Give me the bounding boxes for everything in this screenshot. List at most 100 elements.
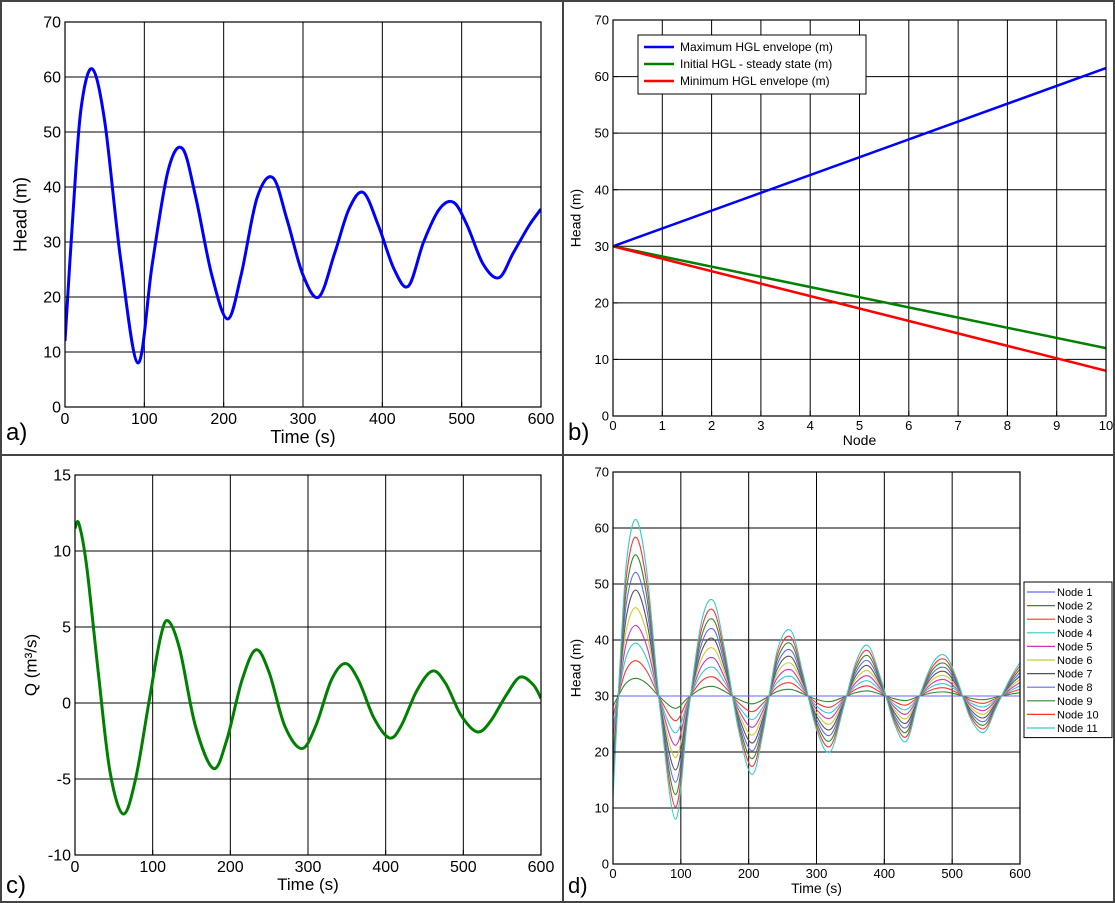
- legend-entry: Node 6: [1057, 655, 1092, 667]
- legend-entry: Node 11: [1057, 723, 1098, 735]
- y-axis-label: Head (m): [567, 189, 583, 247]
- y-tick-label: 70: [595, 465, 609, 480]
- x-tick-label: 200: [217, 859, 244, 876]
- x-tick-label: 500: [448, 411, 475, 428]
- series-group: [613, 66, 1106, 372]
- y-tick-label: 30: [595, 689, 609, 704]
- x-tick-label: 3: [757, 418, 764, 433]
- y-tick-label: 30: [43, 235, 61, 252]
- x-tick-label: 1: [659, 418, 666, 433]
- x-tick-label: 10: [1099, 418, 1113, 433]
- x-tick-label: 400: [369, 411, 396, 428]
- x-tick-label: 2: [708, 418, 715, 433]
- y-tick-label: 60: [43, 70, 61, 87]
- legend-entry: Node 1: [1057, 587, 1092, 599]
- y-axis-label: Head (m): [567, 639, 583, 697]
- legend-entry: Node 5: [1057, 641, 1092, 653]
- x-tick-label: 100: [670, 866, 692, 881]
- panel-a-head-vs-time: 0 100 200 300 400 500 600 0 10 20 30 40 50 60 70 Time (…: [6, 15, 554, 447]
- legend-entry: Maximum HGL envelope (m): [680, 40, 833, 54]
- x-tick-label: 200: [738, 866, 760, 881]
- panel-letter: d): [568, 873, 588, 898]
- x-tick-label: 8: [1004, 418, 1011, 433]
- series-line-1: [75, 520, 541, 816]
- tick-labels: 0 100 200 300 400 500 600 0 10 20 30 40 50 60 70: [43, 15, 554, 428]
- series-line-1: [613, 66, 1106, 248]
- legend-entry: Node 3: [1057, 614, 1092, 626]
- x-tick-label: 7: [954, 418, 961, 433]
- y-tick-label: 40: [595, 633, 609, 648]
- legend-entry: Node 4: [1057, 628, 1092, 640]
- series-line-1: [65, 67, 541, 365]
- x-tick-label: 300: [290, 411, 317, 428]
- y-tick-label: 10: [53, 544, 71, 561]
- y-tick-label: 50: [595, 577, 609, 592]
- tick-labels: 0 100 200 300 400 500 600 -10 -5 0 5 10 15: [48, 468, 555, 876]
- x-tick-label: 6: [905, 418, 912, 433]
- x-tick-label: 600: [528, 859, 555, 876]
- legend-entry: Initial HGL - steady state (m): [680, 57, 832, 71]
- y-tick-label: 10: [595, 352, 609, 367]
- y-tick-label: 20: [595, 745, 609, 760]
- x-tick-label: 5: [856, 418, 863, 433]
- y-tick-label: 20: [43, 290, 61, 307]
- series-line-node-11: [613, 519, 1020, 820]
- grid: [65, 22, 541, 407]
- x-axis-label: Time (s): [277, 875, 339, 894]
- legend-entry: Minimum HGL envelope (m): [680, 74, 830, 88]
- y-tick-label: 70: [595, 13, 609, 28]
- x-tick-label: 100: [139, 859, 166, 876]
- y-tick-label: 50: [595, 126, 609, 141]
- y-tick-label: 60: [595, 69, 609, 84]
- y-tick-label: 10: [43, 345, 61, 362]
- x-tick-label: 200: [210, 411, 237, 428]
- legend-entry: Node 7: [1057, 669, 1092, 681]
- series-group: [613, 519, 1020, 820]
- y-tick-label: 60: [595, 521, 609, 536]
- x-tick-label: 0: [609, 418, 616, 433]
- x-axis-label: Node: [843, 432, 877, 448]
- x-axis-label: Time (s): [270, 427, 335, 447]
- panel-d-node-heads: 0 100 200 300 400 500 600 0 10 20 30 40 50 60 70 Time (…: [567, 465, 1113, 898]
- x-tick-label: 0: [71, 859, 80, 876]
- grid: [613, 20, 1106, 416]
- x-tick-label: 600: [1009, 866, 1031, 881]
- x-tick-label: 500: [941, 866, 963, 881]
- y-tick-label: 20: [595, 295, 609, 310]
- y-tick-label: 5: [62, 620, 71, 637]
- x-tick-label: 300: [295, 859, 322, 876]
- x-tick-label: 4: [807, 418, 814, 433]
- legend-entry: Node 9: [1057, 696, 1092, 708]
- legend-entry: Node 2: [1057, 601, 1092, 613]
- y-tick-label: 40: [43, 180, 61, 197]
- series-line-3: [613, 245, 1106, 372]
- y-tick-label: 50: [43, 125, 61, 142]
- y-tick-label: -10: [48, 848, 71, 865]
- y-tick-label: 10: [595, 801, 609, 816]
- y-tick-label: 70: [43, 15, 61, 32]
- x-axis-label: Time (s): [791, 880, 842, 896]
- x-tick-label: 400: [873, 866, 895, 881]
- panel-letter: c): [6, 872, 26, 899]
- x-tick-label: 400: [372, 859, 399, 876]
- series-line-2: [613, 245, 1106, 350]
- grid: [75, 475, 541, 855]
- panel-b-hgl-envelopes: 0 1 2 3 4 5 6 7 8 9 10 0 10 20 30 40 50 60 70 Node Head (m) b…: [567, 13, 1113, 448]
- series-group: [65, 67, 541, 365]
- legend-entry: Node 10: [1057, 709, 1099, 721]
- y-tick-label: 30: [595, 239, 609, 254]
- x-tick-label: 300: [806, 866, 828, 881]
- y-tick-label: 0: [62, 696, 71, 713]
- x-tick-label: 9: [1053, 418, 1060, 433]
- y-tick-label: 40: [595, 182, 609, 197]
- panel-letter: a): [6, 419, 27, 446]
- y-tick-label: 0: [602, 409, 609, 424]
- x-tick-label: 0: [609, 866, 616, 881]
- y-tick-label: 15: [53, 468, 71, 485]
- series-group: [75, 520, 541, 816]
- y-tick-label: 0: [602, 857, 609, 872]
- y-axis-label: Q (m³/s): [22, 634, 41, 696]
- panel-letter: b): [568, 419, 589, 446]
